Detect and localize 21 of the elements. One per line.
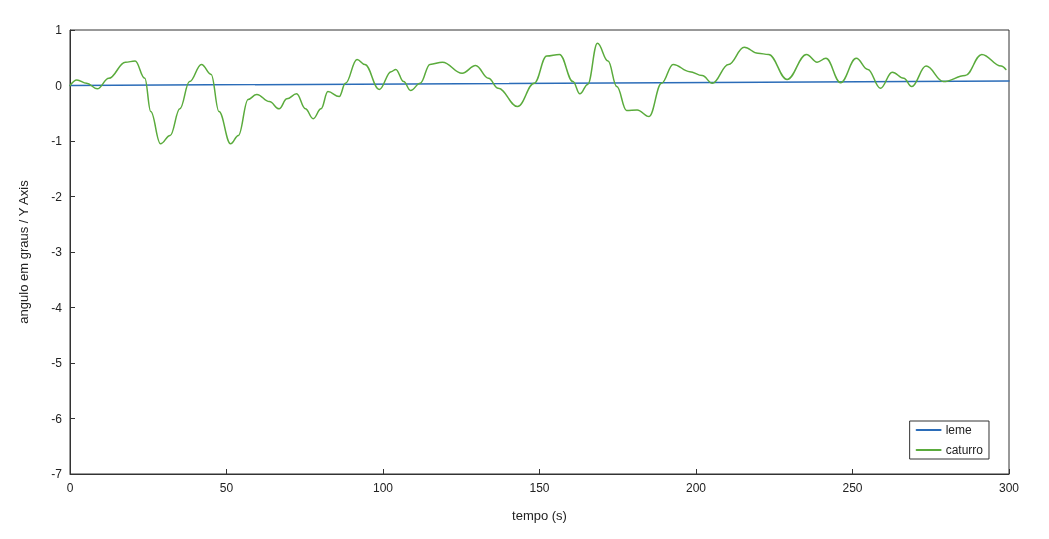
x-tick-label: 150 xyxy=(529,481,550,495)
y-tick-label: 0 xyxy=(55,78,63,93)
line-series xyxy=(69,42,1007,145)
y-tick-label: -6 xyxy=(51,411,63,426)
y-tick-label: -1 xyxy=(51,134,63,148)
x-tick-label: 0 xyxy=(66,481,74,495)
y-tick-label: -7 xyxy=(51,467,63,481)
legend-label: caturro xyxy=(945,443,984,457)
x-tick-label: 300 xyxy=(998,481,1020,495)
x-tick-label: 250 xyxy=(842,481,863,495)
x-tick-label: 200 xyxy=(685,481,707,495)
x-tick-label: 100 xyxy=(372,481,394,495)
y-tick-label: -5 xyxy=(51,356,63,370)
legend-label: leme xyxy=(945,423,972,437)
y-tick-label: -4 xyxy=(51,300,63,315)
y-axis-title: angulo em graus / Y Axis xyxy=(16,179,31,324)
y-tick-label: -2 xyxy=(51,189,63,204)
y-tick-label: -3 xyxy=(51,245,63,259)
y-tick-label: 1 xyxy=(55,23,63,37)
x-tick-label: 50 xyxy=(219,481,234,495)
x-axis-title: tempo (s) xyxy=(512,508,567,523)
